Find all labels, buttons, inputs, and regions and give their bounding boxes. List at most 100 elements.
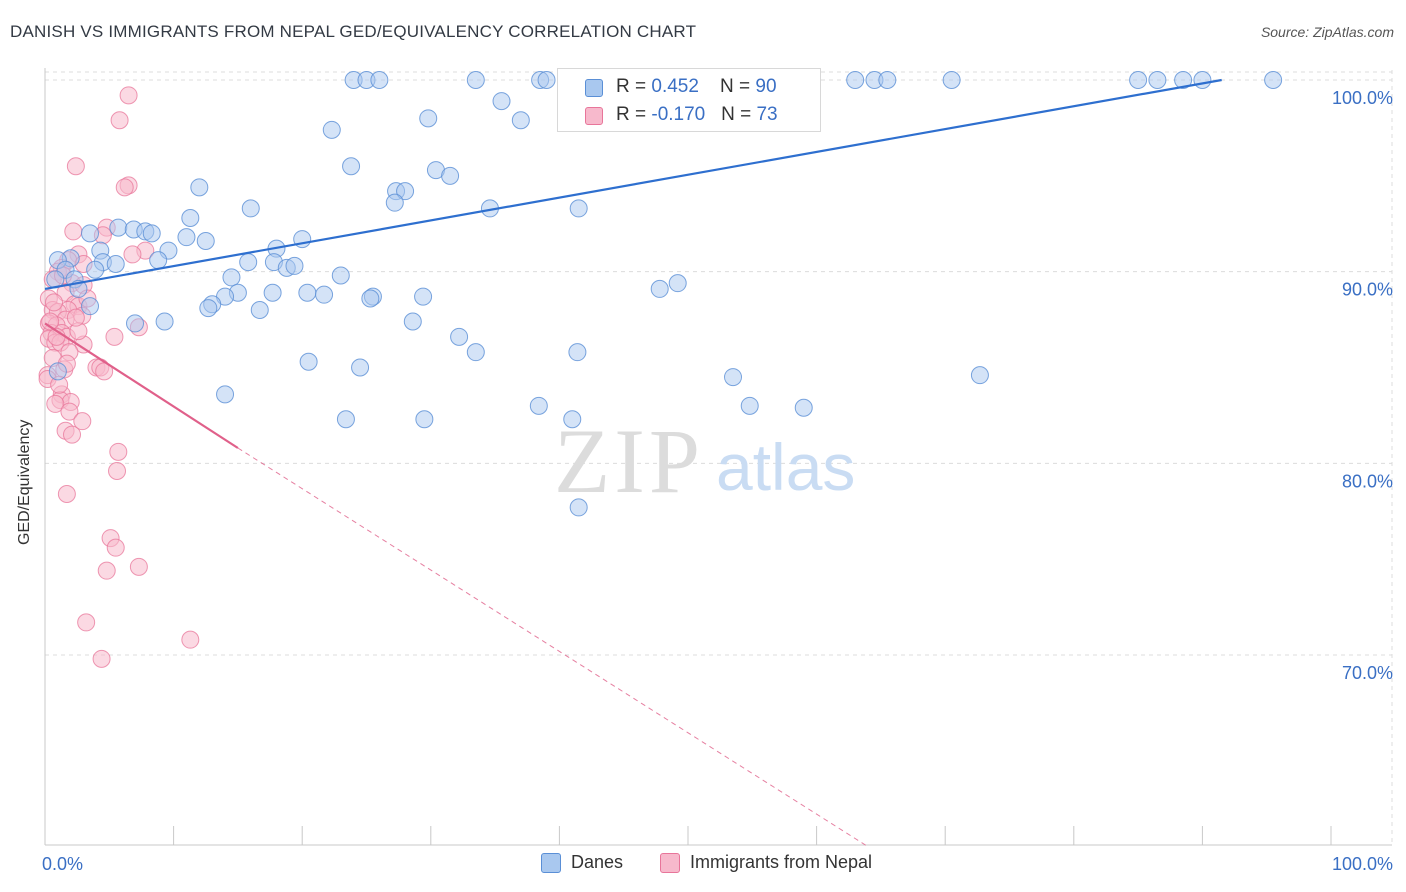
nepal-point-1 [110, 111, 129, 130]
legend-item-danes[interactable]: Danes [541, 852, 623, 873]
x-tick-label-max: 100.0% [1332, 854, 1393, 874]
danes-point-86 [415, 410, 434, 429]
source-label: Source: ZipAtlas.com [1260, 24, 1394, 40]
danes-point-30 [569, 199, 588, 218]
nepal-trend-line [44, 322, 239, 449]
danes-point-36 [81, 224, 100, 243]
danes-point-80 [216, 385, 235, 404]
nepal-n-value: 73 [756, 104, 778, 125]
nepal-r-value: -0.170 [651, 104, 706, 125]
danes-point-60 [298, 283, 317, 302]
danes-point-76 [466, 343, 485, 362]
legend-item-nepal[interactable]: Immigrants from Nepal [660, 852, 872, 873]
nepal-point-50 [60, 402, 79, 421]
nepal-point-51 [73, 412, 92, 431]
danes-point-53 [86, 260, 105, 279]
nepal-point-56 [57, 485, 76, 503]
nepal-point-33 [105, 327, 124, 346]
watermark-atlas: atlas [716, 430, 855, 504]
danes-point-48 [239, 253, 258, 272]
danes-point-85 [336, 410, 355, 429]
danes-point-17 [492, 92, 511, 111]
danes-point-67 [199, 299, 218, 318]
danes-point-87 [569, 498, 588, 517]
nepal-point-49 [46, 394, 65, 413]
stats-legend: R = 0.452 N = 90 R = -0.170 N = 73 [557, 68, 821, 132]
danes-point-38 [196, 232, 215, 250]
danes-point-37 [177, 228, 196, 247]
danes-point-16 [1264, 71, 1283, 89]
watermark-zip: ZIP [554, 410, 704, 512]
danes-point-81 [724, 368, 743, 387]
danes-point-77 [299, 352, 318, 371]
watermark: ZIP atlas [554, 410, 855, 512]
danes-point-26 [385, 193, 404, 212]
danes-point-25 [396, 182, 415, 201]
y-tick-label-70: 70.0% [1342, 663, 1393, 683]
bottom-legend: Danes Immigrants from Nepal [0, 852, 1406, 880]
danes-point-23 [441, 166, 460, 185]
danes-point-3 [466, 71, 485, 89]
danes-point-56 [331, 266, 350, 285]
danes-point-72 [126, 314, 145, 333]
danes-point-73 [403, 312, 422, 331]
nepal-point-71 [66, 308, 85, 327]
danes-point-82 [740, 396, 759, 415]
danes-point-91 [668, 274, 687, 293]
nepal-point-9 [123, 245, 142, 264]
danes-point-70 [361, 289, 380, 308]
axis-layer [44, 68, 1392, 846]
danes-point-11 [942, 71, 961, 89]
danes-point-31 [181, 209, 200, 227]
nepal-point-65 [45, 293, 64, 312]
danes-trend-line [44, 78, 1222, 290]
danes-point-20 [322, 120, 341, 139]
nepal-point-2 [66, 157, 85, 176]
danes-point-79 [48, 362, 67, 381]
danes-point-35 [142, 224, 161, 243]
danes-point-8 [846, 71, 865, 89]
nepal-point-0 [119, 86, 138, 105]
danes-n-value: 90 [755, 76, 777, 97]
danes-point-15 [1193, 71, 1212, 89]
stats-text-nepal: R = -0.170 N = 73 [616, 104, 778, 125]
y-tick-label-80: 80.0% [1342, 471, 1393, 491]
danes-point-28 [241, 199, 260, 218]
danes-point-21 [342, 157, 361, 176]
legend-label-nepal: Immigrants from Nepal [690, 852, 873, 872]
tick-labels: 70.0% 80.0% 90.0% 100.0% 0.0% 100.0% [42, 88, 1393, 874]
danes-point-68 [250, 301, 269, 319]
danes-point-14 [1174, 71, 1193, 89]
danes-point-84 [563, 410, 582, 429]
stats-row-nepal: R = -0.170 N = 73 [558, 101, 820, 129]
danes-point-19 [419, 109, 438, 128]
danes-point-89 [970, 366, 989, 385]
x-tick-label-min: 0.0% [42, 854, 83, 874]
y-axis-label: GED/Equivalency [16, 419, 33, 545]
danes-point-27 [190, 178, 209, 197]
stats-text-danes: R = 0.452 N = 90 [616, 76, 777, 97]
nepal-point-53 [63, 425, 82, 444]
danes-point-59 [263, 283, 282, 302]
danes-points [46, 71, 1283, 517]
danes-point-83 [529, 396, 548, 415]
nepal-point-58 [106, 538, 125, 557]
danes-point-46 [106, 255, 125, 273]
danes-swatch [585, 79, 603, 97]
danes-point-69 [81, 297, 100, 316]
legend-label-danes: Danes [571, 852, 624, 872]
danes-point-90 [650, 279, 669, 298]
danes-point-5 [537, 71, 556, 89]
danes-point-51 [285, 256, 304, 275]
danes-point-57 [222, 268, 241, 287]
danes-point-88 [794, 398, 813, 417]
danes-point-12 [1129, 71, 1148, 89]
danes-point-75 [568, 343, 587, 362]
y-tick-label-100: 100.0% [1332, 88, 1393, 108]
nepal-point-59 [129, 557, 148, 576]
danes-point-47 [149, 251, 168, 270]
stats-row-danes: R = 0.452 N = 90 [558, 73, 820, 101]
y-tick-label-90: 90.0% [1342, 280, 1393, 300]
danes-point-13 [1148, 71, 1167, 89]
